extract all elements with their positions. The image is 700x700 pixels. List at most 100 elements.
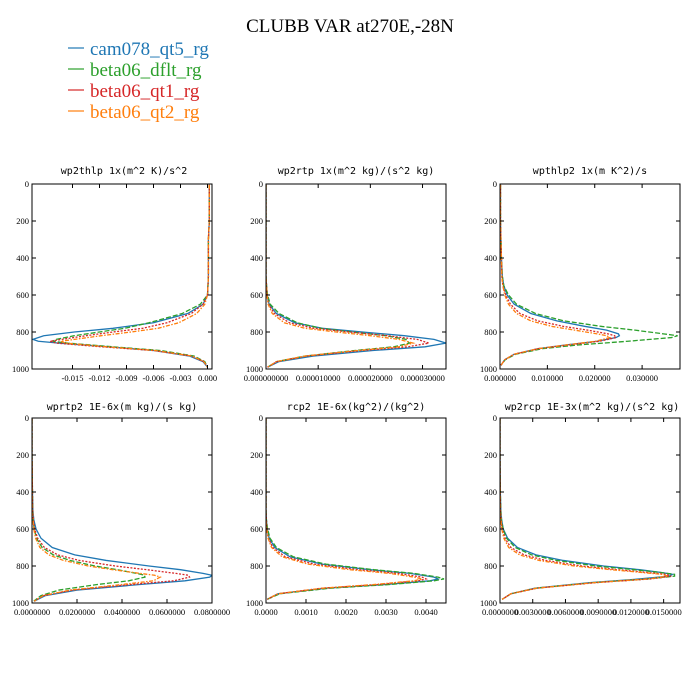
panel-rcp2-title: rcp2 1E-6x(kg^2)/(kg^2) [287,402,425,413]
panel-wpthlp2-series-beta06_qt1_rg [500,184,618,366]
panel-rcp2-frame [265,417,447,604]
panel-wprtp2-xtick-label: 0.0400000 [104,607,140,617]
panel-wprtp2-ytick-label: 400 [16,487,29,497]
panel-wp2rcp-series-beta06_qt1_rg [500,418,672,600]
legend-label-qt1: beta06_qt1_rg [90,81,200,102]
panel-wp2rcp-frame [499,417,681,604]
panel-rcp2-xtick-label: 0.0010 [294,607,317,617]
panel-wprtp2-series-group [32,418,212,602]
panel-wp2thlp-xtick-label: -0.015 [62,373,84,383]
panel-wp2rcp-ytick-label: 1000 [480,598,497,608]
panel-wp2rcp-ytick-label: 0 [493,413,497,423]
panel-wpthlp2-frame [499,183,681,370]
panel-wpthlp2-title: wpthlp2 1x(m K^2)/s [533,166,647,177]
panel-wp2rtp-series-cam078_qt5_rg [266,184,446,368]
panel-wp2rcp-xtick-label: 0.0090000 [580,607,616,617]
panel-wp2rtp-xtick-label: 0.000030000 [400,373,445,383]
panel-wpthlp2-xtick-label: 0.020000 [579,373,611,383]
panel-wp2thlp-frame [31,183,213,370]
legend: cam078_qt5_rg beta06_dflt_rg beta06_qt1_… [68,39,209,123]
panel-wp2rtp-series-beta06_dflt_rg [266,184,411,368]
panel-wp2rtp-ytick-label: 600 [250,290,263,300]
panel-wp2thlp-ytick-label: 0 [25,179,29,189]
panel-wpthlp2-xtick-label: 0.000000 [484,373,516,383]
panel-rcp2: rcp2 1E-6x(kg^2)/(kg^2) 0 200 400 600 800 1000… [246,402,447,617]
panel-wp2rtp-ytick-label: 200 [250,216,263,226]
panel-wp2rcp: wp2rcp 1E-3x(m^2 kg)/(s^2 kg) 0 200 400 600 8… [480,402,682,617]
panel-wpthlp2-series-group [500,184,678,366]
panel-wp2rcp-xtick-label: 0.0000000 [482,607,518,617]
legend-label-dflt: beta06_dflt_rg [90,60,202,81]
panel-wp2rcp-xtick-label: 0.0030000 [515,607,551,617]
panel-wp2rcp-xtick-label: 0.0150000 [646,607,682,617]
panel-wp2thlp: wp2thlp 1x(m^2 K)/s^2 0 200 400 600 800 1000 -0… [12,166,217,383]
panel-wprtp2-series-cam078_qt5_rg [32,418,212,602]
panel-wprtp2-frame [31,417,213,604]
panel-wp2rcp-xtick-label: 0.0060000 [547,607,583,617]
panel-wp2thlp-xtick-label: 0.000 [198,373,217,383]
panel-wp2rtp-series-beta06_qt1_rg [266,184,429,368]
panel-wpthlp2-ytick-label: 600 [484,290,497,300]
panel-rcp2-series-cam078_qt5_rg [266,418,440,600]
panel-rcp2-xtick-label: 0.0000 [254,607,277,617]
panel-rcp2-xtick-label: 0.0040 [414,607,437,617]
figure-title: CLUBB VAR at270E,-28N [246,16,454,37]
panel-wprtp2-series-beta06_dflt_rg [32,418,146,602]
panel-wp2rtp: wp2rtp 1x(m^2 kg)/(s^2 kg) 0 200 400 600 800 1… [244,166,447,383]
panel-rcp2-ytick-label: 200 [250,450,263,460]
panel-wp2rcp-series-beta06_qt2_rg [500,418,669,600]
panel-wp2thlp-series-group [32,184,210,368]
panel-wpthlp2-series-cam078_qt5_rg [500,184,621,366]
panel-wprtp2-ytick-label: 800 [16,561,29,571]
panel-rcp2-series-beta06_dflt_rg [266,418,445,600]
panel-rcp2-ytick-label: 600 [250,524,263,534]
panel-wp2thlp-ytick-label: 400 [16,253,29,263]
panel-wp2rtp-ytick-label: 0 [259,179,263,189]
panel-wprtp2-series-beta06_qt2_rg [32,418,162,602]
panel-wp2thlp-ytick-label: 1000 [12,364,29,374]
panel-wpthlp2-ytick-label: 0 [493,179,497,189]
panel-wprtp2-xtick-label: 0.0000000 [14,607,50,617]
panel-wpthlp2-series-beta06_qt2_rg [500,184,612,366]
panel-wp2rtp-series-beta06_qt2_rg [266,184,416,368]
panel-wp2rcp-ytick-label: 800 [484,561,497,571]
panel-wp2rcp-ytick-label: 400 [484,487,497,497]
panel-wpthlp2-xtick-label: 0.030000 [626,373,658,383]
panel-wpthlp2-ytick-label: 200 [484,216,497,226]
panel-wp2rcp-title: wp2rcp 1E-3x(m^2 kg)/(s^2 kg) [505,402,680,413]
panel-wprtp2: wprtp2 1E-6x(m kg)/(s kg) 0 200 400 600 800 10… [12,402,230,617]
panel-wprtp2-xtick-label: 0.0800000 [194,607,230,617]
panel-wp2rtp-series-group [266,184,446,368]
panel-wp2thlp-title: wp2thlp 1x(m^2 K)/s^2 [61,166,187,177]
panel-rcp2-ytick-label: 0 [259,413,263,423]
panel-rcp2-series-group [266,418,445,600]
panel-wprtp2-ytick-label: 600 [16,524,29,534]
legend-label-qt2: beta06_qt2_rg [90,102,200,123]
panel-wp2rcp-ytick-label: 200 [484,450,497,460]
panel-wp2thlp-xtick-label: -0.006 [143,373,165,383]
panel-wprtp2-xtick-label: 0.0200000 [59,607,95,617]
panel-wp2rtp-ytick-label: 800 [250,327,263,337]
panel-wp2thlp-series-beta06_dflt_rg [50,184,210,368]
panel-wp2rtp-ytick-label: 1000 [246,364,263,374]
panel-wp2thlp-ytick-label: 800 [16,327,29,337]
panel-wpthlp2-ytick-label: 800 [484,327,497,337]
panel-rcp2-xtick-label: 0.0030 [374,607,397,617]
panel-wp2rtp-title: wp2rtp 1x(m^2 kg)/(s^2 kg) [278,166,435,177]
panel-wprtp2-ytick-label: 1000 [12,598,29,608]
panel-rcp2-ytick-label: 800 [250,561,263,571]
panel-wp2thlp-ytick-label: 200 [16,216,29,226]
panel-wp2rtp-xtick-label: 0.000020000 [348,373,393,383]
panel-wp2thlp-xtick-label: -0.003 [170,373,192,383]
panel-wp2rtp-frame [265,183,447,370]
panel-rcp2-series-beta06_qt2_rg [266,418,423,600]
panel-wprtp2-ytick-label: 0 [25,413,29,423]
panel-wp2thlp-ytick-label: 600 [16,290,29,300]
panel-wprtp2-series-beta06_qt1_rg [32,418,191,602]
panel-wpthlp2: wpthlp2 1x(m K^2)/s 0 200 400 600 800 10000.00… [480,166,681,383]
panel-wp2thlp-xtick-label: -0.012 [89,373,111,383]
panel-wpthlp2-xtick-label: 0.010000 [531,373,563,383]
panel-wp2rcp-series-beta06_dflt_rg [500,418,676,600]
panel-rcp2-ytick-label: 1000 [246,598,263,608]
panel-wpthlp2-ytick-label: 400 [484,253,497,263]
